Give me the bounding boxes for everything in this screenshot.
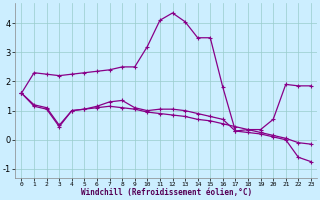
X-axis label: Windchill (Refroidissement éolien,°C): Windchill (Refroidissement éolien,°C)	[81, 188, 252, 197]
